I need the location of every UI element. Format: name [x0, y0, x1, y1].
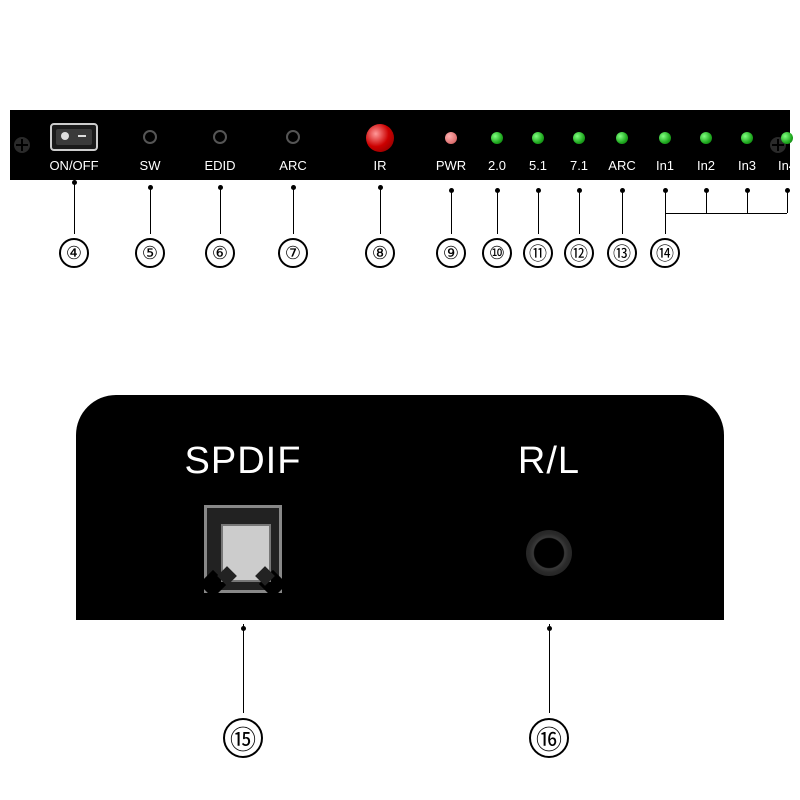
led-in2 [700, 132, 712, 144]
callout-line [150, 186, 151, 234]
panel-label: 7.1 [570, 158, 588, 173]
panel-label: EDID [204, 158, 235, 173]
callout-line [538, 190, 539, 234]
panel-label: ARC [608, 158, 635, 173]
led-in4 [781, 132, 793, 144]
callout-line [451, 190, 452, 234]
callout-number: ⑨ [436, 238, 466, 268]
callout-line [243, 624, 244, 713]
callout-line [665, 213, 666, 234]
callout-line [665, 190, 666, 213]
callout-number: ⑬ [607, 238, 637, 268]
rear-panel: SPDIF R/L [76, 395, 724, 620]
callout-number: ⑤ [135, 238, 165, 268]
callout-line [74, 182, 75, 234]
led-pwr [445, 132, 457, 144]
callout-line [293, 186, 294, 234]
power-switch [50, 123, 98, 151]
callout-bracket [665, 213, 787, 214]
callout-number: ⑦ [278, 238, 308, 268]
rl-label: R/L [518, 440, 580, 483]
panel-label: In2 [697, 158, 715, 173]
callout-line [579, 190, 580, 234]
panel-label: SW [140, 158, 161, 173]
led-71 [573, 132, 585, 144]
callout-number: ⑧ [365, 238, 395, 268]
panel-label: PWR [436, 158, 466, 173]
panel-label: ON/OFF [49, 158, 98, 173]
led-in3 [741, 132, 753, 144]
callout-number: ⑩ [482, 238, 512, 268]
callout-line [787, 190, 788, 213]
panel-label: In3 [738, 158, 756, 173]
callout-number: ⑯ [529, 718, 569, 758]
led-in1 [659, 132, 671, 144]
led-51 [532, 132, 544, 144]
panel-label: In1 [656, 158, 674, 173]
callout-line [497, 190, 498, 234]
panel-label: IR [374, 158, 387, 173]
panel-label: In4 [778, 158, 796, 173]
callout-line [622, 190, 623, 234]
ir-receiver [366, 124, 394, 152]
sw-button [143, 130, 157, 144]
callout-number: ⑥ [205, 238, 235, 268]
callout-number: ⑪ [523, 238, 553, 268]
callout-number: ⑭ [650, 238, 680, 268]
callout-number: ④ [59, 238, 89, 268]
callout-line [380, 186, 381, 234]
rl-jack [526, 530, 572, 576]
led-arc [616, 132, 628, 144]
panel-label: 2.0 [488, 158, 506, 173]
callout-line [747, 190, 748, 213]
spdif-port [204, 505, 282, 593]
callout-number: ⑫ [564, 238, 594, 268]
edid-button [213, 130, 227, 144]
screw-icon [14, 137, 30, 153]
callout-line [549, 624, 550, 713]
callout-line [706, 190, 707, 213]
panel-label: 5.1 [529, 158, 547, 173]
callout-line [220, 186, 221, 234]
spdif-label: SPDIF [185, 440, 302, 483]
led-20 [491, 132, 503, 144]
arc-button [286, 130, 300, 144]
panel-label: ARC [279, 158, 306, 173]
callout-number: ⑮ [223, 718, 263, 758]
